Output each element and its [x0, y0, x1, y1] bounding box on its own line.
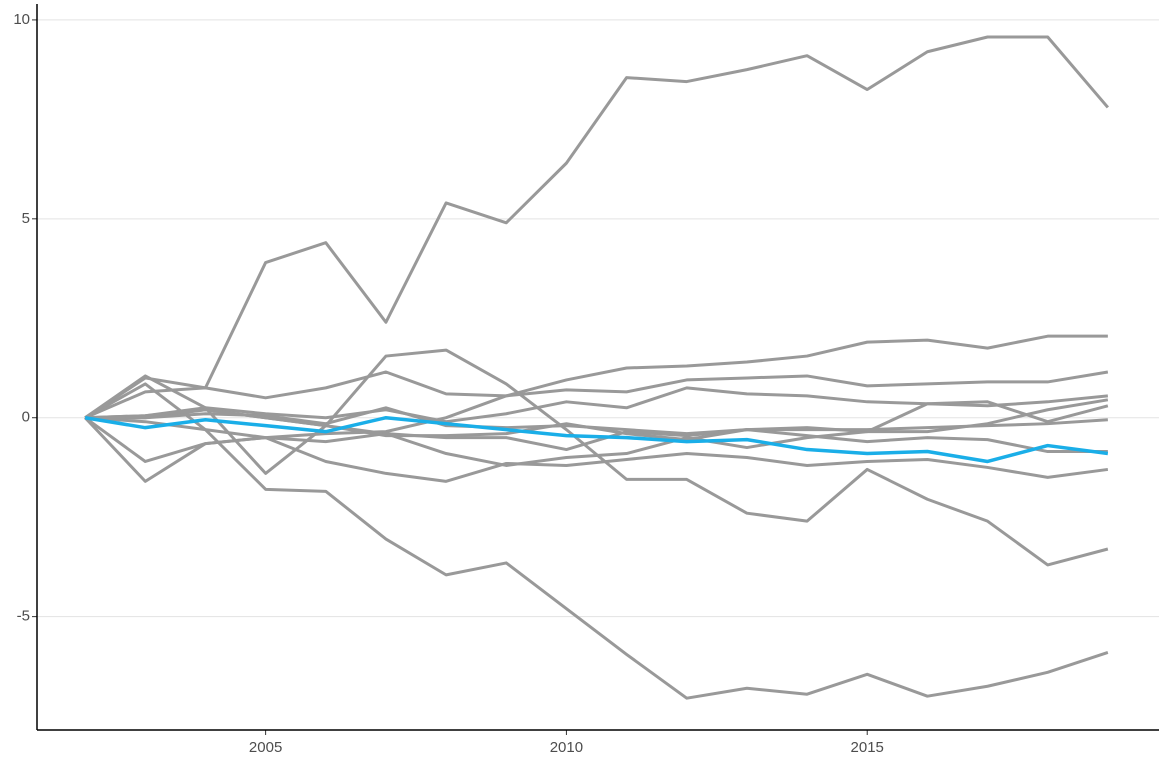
- line: [84, 415, 1109, 464]
- y-tick-label: 5: [22, 210, 30, 227]
- y-tick-label: 0: [22, 409, 30, 426]
- line: [84, 416, 1109, 483]
- line: [84, 382, 1109, 700]
- x-tick-label: 2010: [550, 739, 583, 756]
- x-tick-label: 2005: [249, 739, 282, 756]
- line: [85, 398, 1109, 467]
- y-tick-label: 10: [13, 11, 30, 28]
- x-tick-label: 2015: [851, 739, 884, 756]
- line: [84, 334, 1108, 483]
- y-tick-label: -5: [17, 608, 30, 625]
- line: [84, 370, 1109, 420]
- line: [85, 408, 1108, 454]
- line: [84, 35, 1110, 419]
